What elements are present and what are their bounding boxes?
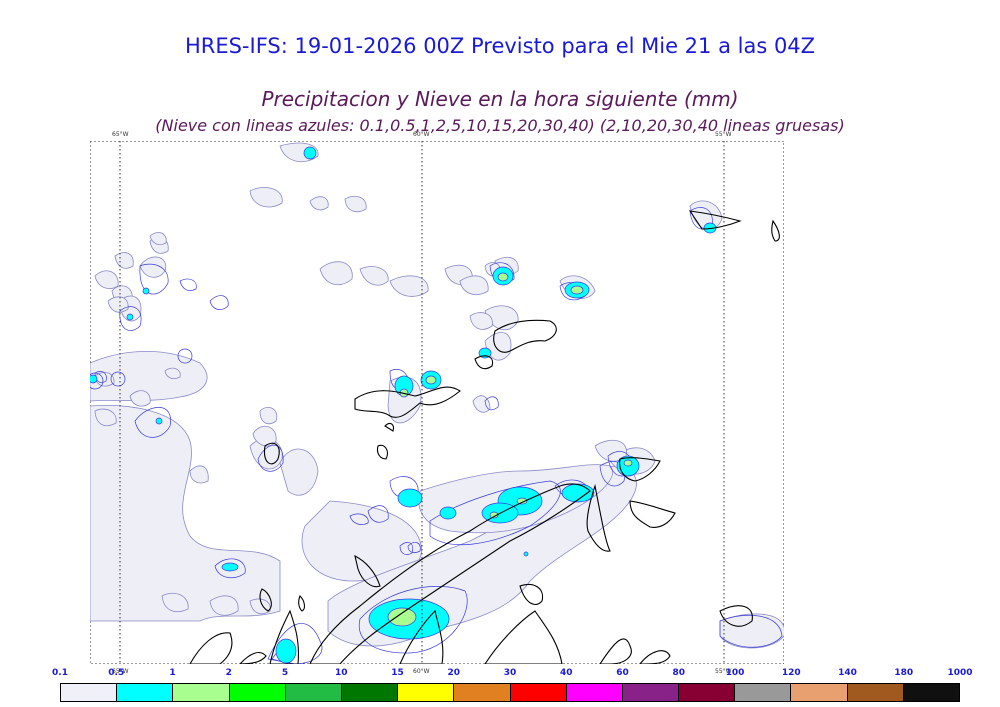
longitude-gridlines: [119, 141, 725, 664]
lon-label-bottom-55w: 55°W: [715, 668, 732, 675]
legend-swatch: [398, 684, 455, 701]
precipitation-map: [90, 141, 784, 664]
legend-label: 140: [838, 668, 857, 678]
legend-swatch: [173, 684, 230, 701]
legend-swatch: [510, 684, 567, 701]
legend-label: 10: [334, 668, 348, 678]
coastlines: [189, 210, 780, 664]
legend-labels: 0.1 0.5 1 2 5 10 15 20 30 40 60 80 100 120 140 180 1000: [0, 668, 1000, 682]
legend-swatch: [61, 684, 118, 701]
legend-label: 1: [169, 668, 176, 678]
chart-subtitle: Precipitacion y Nieve en la hora siguien…: [261, 87, 739, 111]
legend-label: 60: [616, 668, 629, 678]
lon-label-top-60w: 60°W: [413, 131, 430, 138]
lon-label-top-65w: 65°W: [112, 131, 129, 138]
legend-label: 2: [225, 668, 232, 678]
legend-swatch: [454, 684, 511, 701]
legend-swatch: [285, 684, 342, 701]
snow-contour-note: (Nieve con lineas azules: 0.1,0.5,1,2,5,…: [155, 116, 845, 135]
legend-label: 0.5: [108, 668, 125, 678]
legend-swatch: [117, 684, 174, 701]
legend-label: 5: [281, 668, 289, 678]
legend-label: 1000: [947, 668, 973, 678]
legend-label: 20: [447, 668, 461, 678]
legend-swatch: [847, 684, 904, 701]
lon-label-top-55w: 55°W: [715, 131, 732, 138]
legend-label: 120: [781, 668, 801, 678]
legend-swatch: [903, 684, 959, 701]
legend-swatch: [566, 684, 623, 701]
lon-label-bottom-60w: 60°W: [413, 668, 430, 675]
legend-label: 15: [391, 668, 404, 678]
legend-swatch: [341, 684, 399, 701]
legend-label: 180: [894, 668, 914, 678]
legend-label: 30: [503, 668, 517, 678]
legend-swatch: [679, 684, 736, 701]
chart-title: HRES-IFS: 19-01-2026 00Z Previsto para e…: [184, 34, 816, 58]
legend-swatch: [622, 684, 680, 701]
legend-swatch: [791, 684, 848, 701]
legend-label: 0.1: [52, 668, 68, 678]
legend-swatch: [229, 684, 286, 701]
legend-label: 40: [559, 668, 573, 678]
legend-label: 100: [725, 668, 745, 678]
legend-swatch: [735, 684, 792, 701]
legend-label: 80: [672, 668, 686, 678]
legend-colorbar: [60, 683, 960, 702]
lon-label-bottom-65w: 65°W: [112, 668, 129, 675]
